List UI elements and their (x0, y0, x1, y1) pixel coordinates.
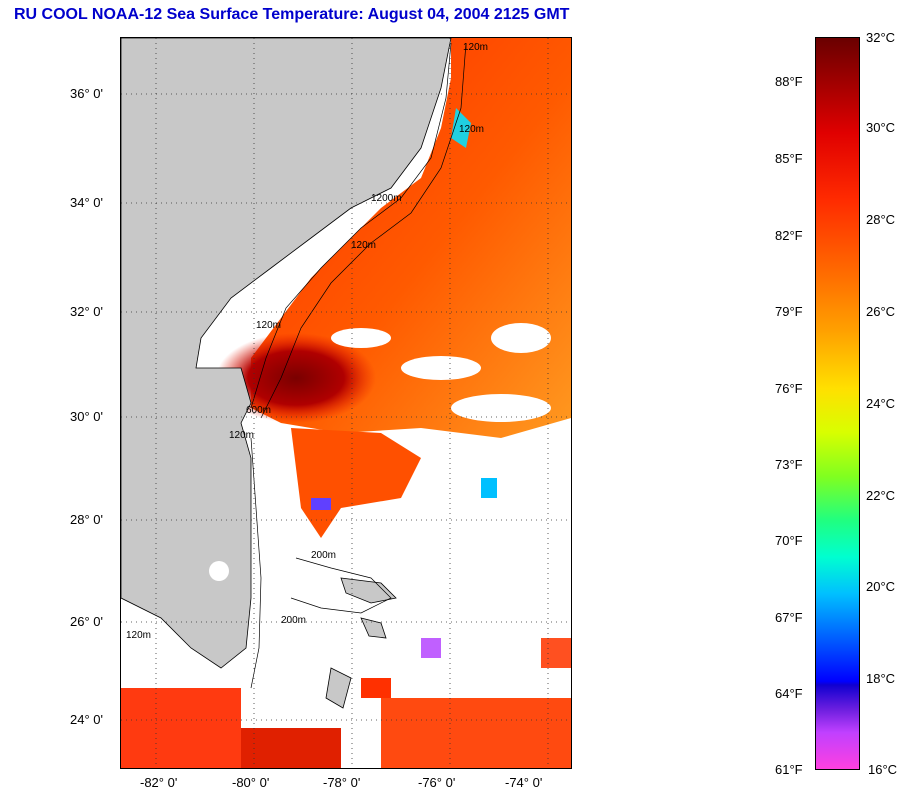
colorbar-c-label: 16°C (868, 762, 898, 777)
colorbar-f-label: 67°F (775, 610, 803, 625)
lat-label: 24° 0' (70, 712, 103, 727)
contour-label: 120m (351, 240, 376, 251)
colorbar-c-label: 30°C (866, 120, 896, 135)
colorbar-f-label: 73°F (775, 457, 803, 472)
colorbar-f-label: 85°F (775, 151, 803, 166)
contour-label: 200m (311, 550, 336, 561)
contour-label: 120m (463, 42, 488, 53)
colorbar-f-label: 76°F (775, 381, 803, 396)
land-mass (121, 38, 452, 669)
lon-label: -78° 0' (323, 775, 361, 790)
graticule (121, 38, 571, 768)
lon-label: -82° 0' (140, 775, 178, 790)
contour-label: 1200m (371, 193, 402, 204)
contour-label: 600m (246, 405, 271, 416)
depth-contours (250, 42, 467, 689)
colorbar-f-label: 61°F (775, 762, 803, 777)
temperature-colorbar (815, 37, 860, 770)
colorbar-c-label: 22°C (866, 488, 896, 503)
colorbar-f-label: 82°F (775, 228, 803, 243)
warm-core-eddy (216, 333, 376, 423)
lat-label: 30° 0' (70, 409, 103, 424)
cool-shelf-water (451, 108, 471, 148)
contour-label: 120m (459, 124, 484, 135)
lon-label: -76° 0' (418, 775, 456, 790)
colorbar-c-label: 28°C (866, 212, 896, 227)
lon-label: -74° 0' (505, 775, 543, 790)
lake-okeechobee (209, 561, 229, 581)
colorbar-f-label: 79°F (775, 304, 803, 319)
contour-label: 120m (126, 630, 151, 641)
map-canvas: 120m 120m 1200m 600m 120m 120m 120m 200m… (121, 38, 571, 768)
colorbar-c-label: 18°C (866, 671, 896, 686)
southern-warm-plume (291, 428, 421, 538)
colorbar-f-label: 64°F (775, 686, 803, 701)
colorbar-c-label: 20°C (866, 579, 896, 594)
scattered-sst-pixels (121, 478, 571, 768)
lat-label: 26° 0' (70, 614, 103, 629)
lat-label: 32° 0' (70, 304, 103, 319)
contour-label: 120m (256, 320, 281, 331)
lat-label: 34° 0' (70, 195, 103, 210)
lat-label: 36° 0' (70, 86, 103, 101)
map-title: RU COOL NOAA-12 Sea Surface Temperature:… (14, 6, 570, 23)
colorbar-c-label: 24°C (866, 396, 896, 411)
colorbar-f-label: 70°F (775, 533, 803, 548)
lon-label: -80° 0' (232, 775, 270, 790)
lat-label: 28° 0' (70, 512, 103, 527)
bahamas-islands (325, 577, 397, 709)
contour-label: 120m (229, 430, 254, 441)
sea-surface-temperature-map[interactable]: 120m 120m 1200m 600m 120m 120m 120m 200m… (120, 37, 572, 769)
colorbar-c-label: 26°C (866, 304, 896, 319)
colorbar-c-label: 32°C (866, 30, 896, 45)
contour-label: 200m (281, 615, 306, 626)
cloud-cover (331, 323, 551, 422)
colorbar-f-label: 88°F (775, 74, 803, 89)
